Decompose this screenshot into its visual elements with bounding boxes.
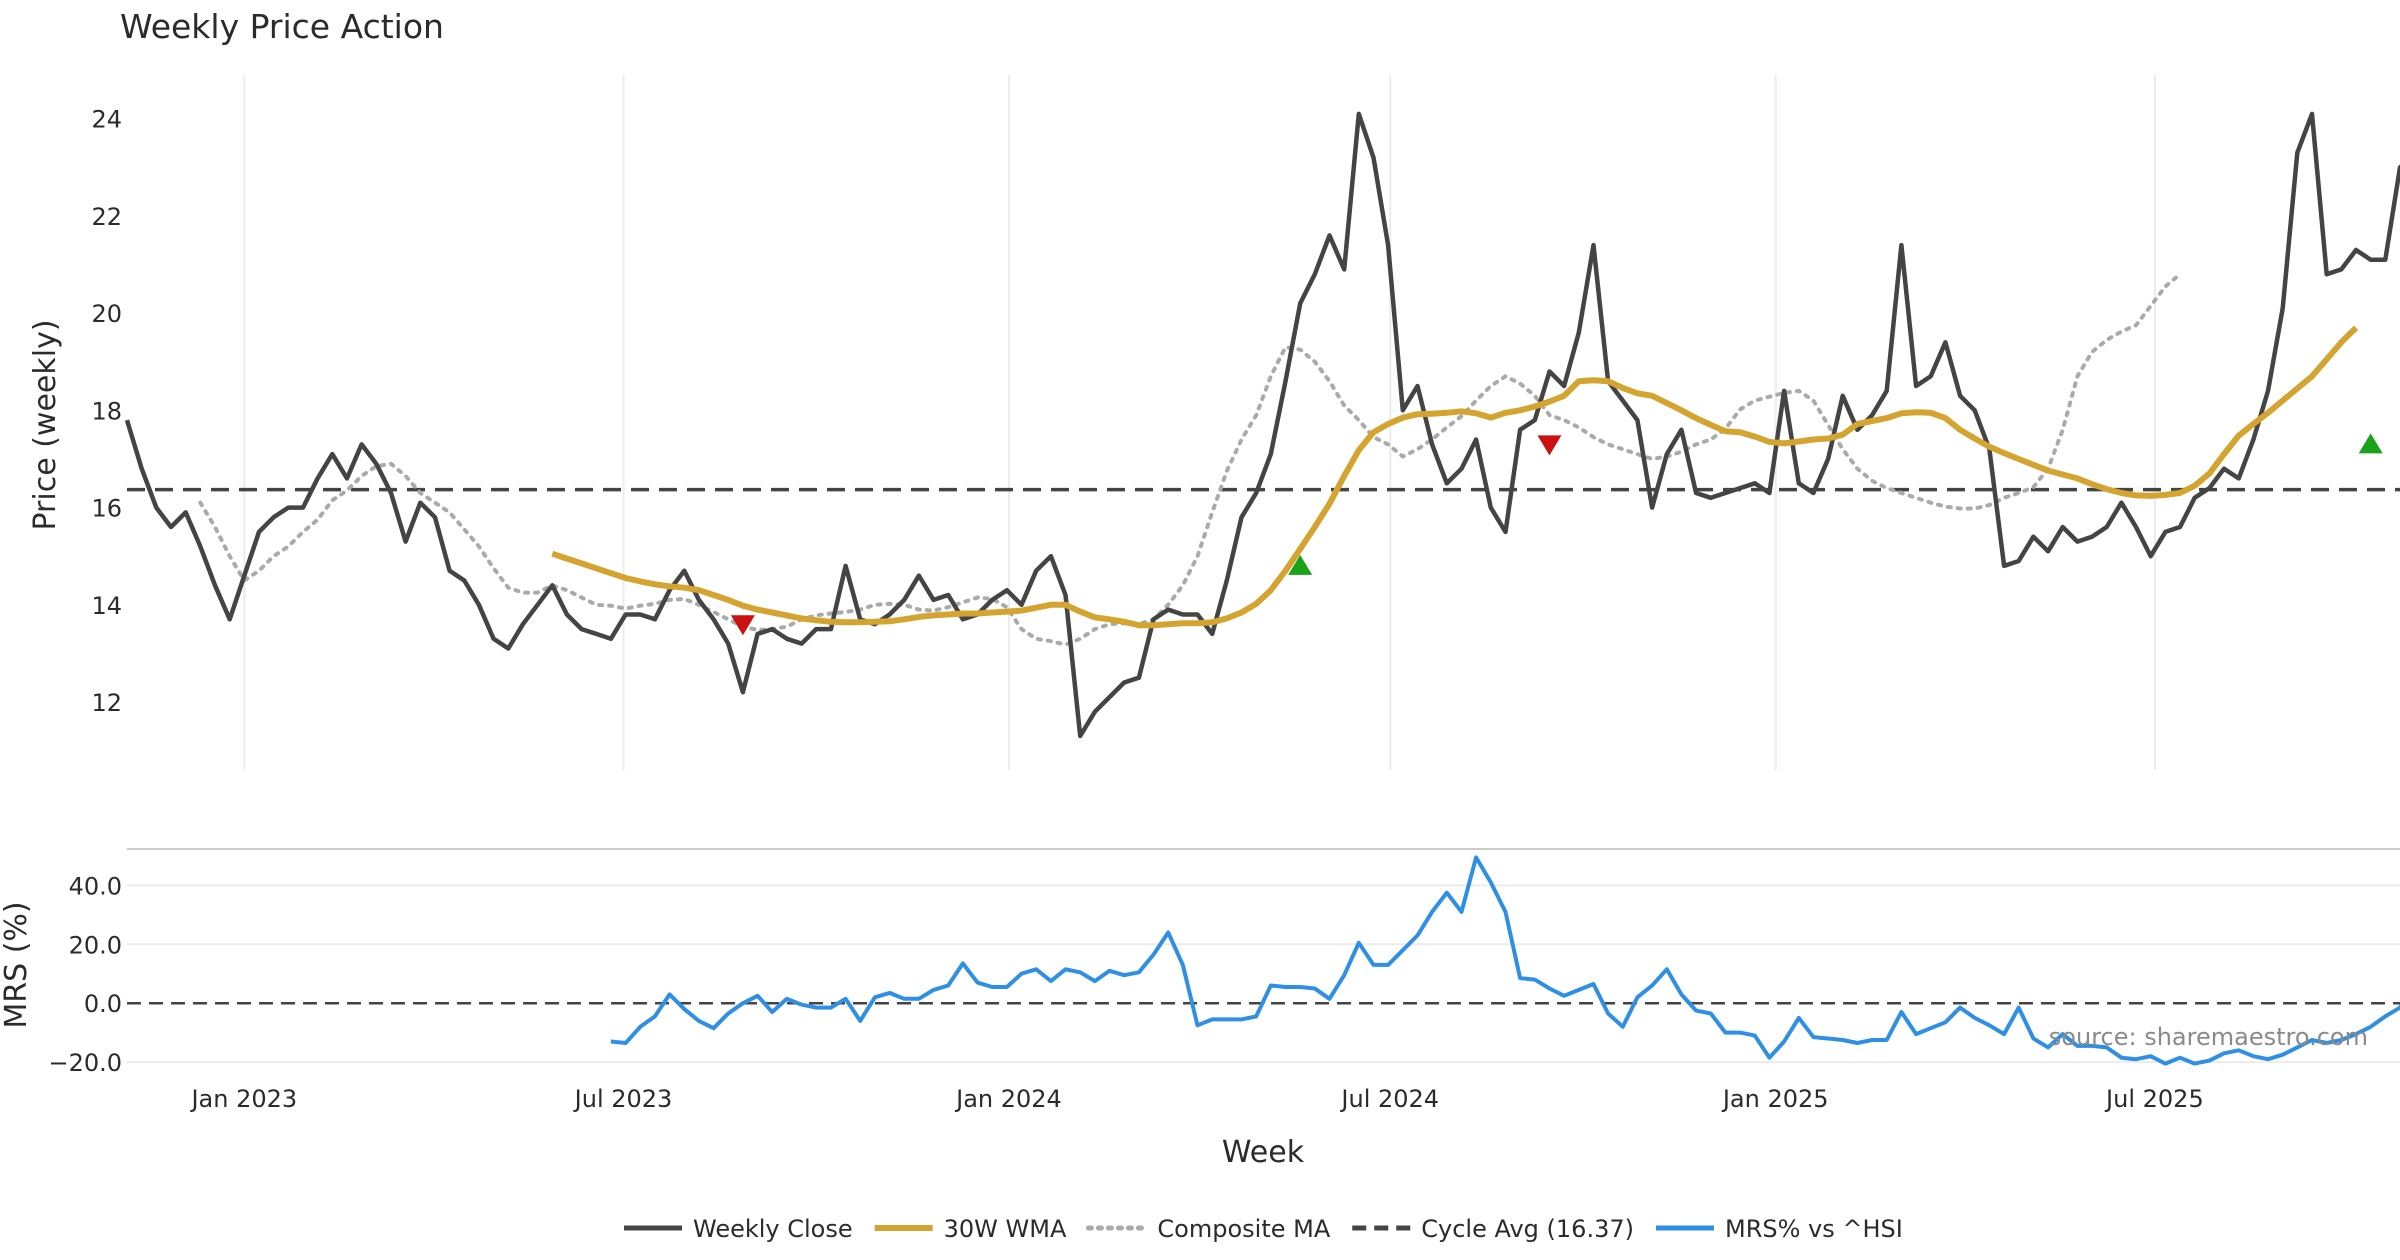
mrs-axis-label: MRS (%) <box>0 901 34 1028</box>
x-tick-label: Jan 2023 <box>189 1085 297 1113</box>
mrs-y-tick: −20.0 <box>48 1049 122 1077</box>
legend-label-composite: Composite MA <box>1157 1215 1330 1243</box>
wma-line <box>551 325 2359 629</box>
x-tick-label: Jan 2024 <box>954 1085 1062 1113</box>
close-line <box>124 111 2400 739</box>
price-y-tick: 12 <box>91 689 122 717</box>
buy-signal-marker <box>2358 433 2383 454</box>
price-series <box>124 111 2400 739</box>
price-gridlines <box>243 75 2156 770</box>
signal-markers <box>730 433 2383 636</box>
sell-signal-marker <box>1537 435 1562 456</box>
sell-signal-marker <box>730 615 755 636</box>
mrs-y-tick: 0.0 <box>84 990 122 1018</box>
mrs-series <box>127 855 2400 1066</box>
buy-signal-marker <box>1288 554 1313 575</box>
price-y-tick: 24 <box>91 106 122 134</box>
x-tick-label: Jan 2025 <box>1721 1085 1829 1113</box>
x-axis-label: Week <box>1222 1135 1305 1170</box>
x-tick-label: Jul 2025 <box>2104 1085 2204 1113</box>
composite-line <box>198 272 2182 647</box>
legend: Weekly Close 30W WMA Composite MA Cycle Avg… <box>624 1215 1903 1243</box>
legend-label-cycle: Cycle Avg (16.37) <box>1421 1215 1634 1243</box>
x-tick-label: Jul 2023 <box>573 1085 673 1113</box>
x-ticks: Jan 2023 Jul 2023 Jan 2024 Jul 2024 Jan 2025… <box>189 1085 2203 1113</box>
mrs-y-ticks: −20.0 0.0 20.0 40.0 <box>48 872 122 1077</box>
chart-title: Weekly Price Action <box>120 7 444 46</box>
price-y-tick: 20 <box>91 300 122 328</box>
mrs-gridlines <box>127 848 2400 1064</box>
mrs-y-tick: 20.0 <box>69 931 122 959</box>
price-y-tick: 18 <box>91 397 122 425</box>
mrs-y-tick: 40.0 <box>69 872 122 900</box>
price-y-tick: 14 <box>91 592 122 620</box>
price-axis-label: Price (weekly) <box>28 319 63 530</box>
price-y-tick: 22 <box>91 203 122 231</box>
legend-label-wma: 30W WMA <box>944 1215 1067 1243</box>
x-tick-label: Jul 2024 <box>1339 1085 1439 1113</box>
price-y-ticks: 12 14 16 18 20 22 24 <box>91 106 122 717</box>
price-y-tick: 16 <box>91 495 122 523</box>
legend-label-mrs: MRS% vs ^HSI <box>1725 1215 1903 1243</box>
legend-label-close: Weekly Close <box>693 1215 853 1243</box>
mrs-line <box>610 855 2400 1066</box>
source-label: source: sharemaestro.com <box>2049 1023 2368 1051</box>
